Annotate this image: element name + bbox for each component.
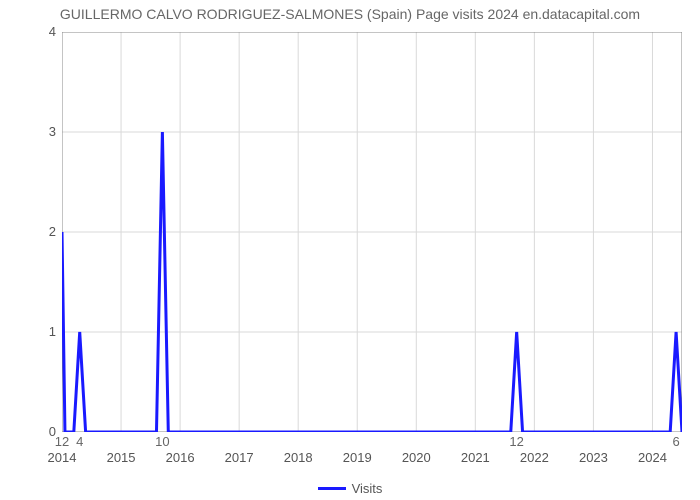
x-tick-label: 2014	[48, 450, 77, 465]
data-label: 10	[155, 434, 169, 449]
data-label: 6	[672, 434, 679, 449]
x-tick-label: 2020	[402, 450, 431, 465]
legend-label: Visits	[352, 481, 383, 496]
x-tick-label: 2017	[225, 450, 254, 465]
y-tick-label: 1	[26, 324, 56, 339]
x-tick-label: 2016	[166, 450, 195, 465]
x-tick-label: 2015	[107, 450, 136, 465]
x-tick-label: 2022	[520, 450, 549, 465]
data-label: 12	[55, 434, 69, 449]
legend: Visits	[0, 480, 700, 496]
x-tick-label: 2019	[343, 450, 372, 465]
x-tick-label: 2018	[284, 450, 313, 465]
chart-title: GUILLERMO CALVO RODRIGUEZ-SALMONES (Spai…	[0, 6, 700, 22]
legend-swatch	[318, 487, 346, 490]
data-label: 4	[76, 434, 83, 449]
plot-area	[62, 32, 682, 432]
data-label: 12	[509, 434, 523, 449]
y-tick-label: 4	[26, 24, 56, 39]
y-tick-label: 3	[26, 124, 56, 139]
x-tick-label: 2024	[638, 450, 667, 465]
y-tick-label: 2	[26, 224, 56, 239]
y-tick-label: 0	[26, 424, 56, 439]
chart-container: GUILLERMO CALVO RODRIGUEZ-SALMONES (Spai…	[0, 0, 700, 500]
x-tick-label: 2023	[579, 450, 608, 465]
x-tick-label: 2021	[461, 450, 490, 465]
